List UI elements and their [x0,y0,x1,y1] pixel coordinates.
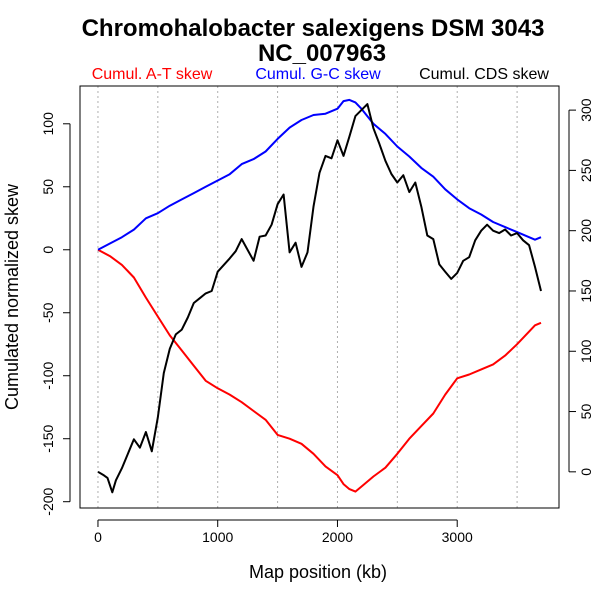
y-tick-label-0: 0 [40,246,56,254]
y-tick-label-50: 50 [40,179,56,195]
y-axis-label: Cumulated normalized skew [2,183,22,410]
chart-subtitle: NC_007963 [258,40,386,67]
chart-title: Chromohalobacter salexigens DSM 3043 [82,15,545,42]
y-axis-right: 0 50 100 150 200 250 300 [568,98,594,476]
y2-tick-label-200: 200 [578,219,594,243]
x-tick-label-2000: 2000 [322,529,353,545]
plot-frame [79,85,560,509]
y2-tick-label-300: 300 [578,98,594,122]
y2-tick-label-50: 50 [578,404,594,420]
legend-cds-skew: Cumul. CDS skew [419,66,549,83]
y-axis-left: -200 -150 -100 -50 0 50 100 [40,112,71,516]
x-axis: 0 1000 2000 3000 [94,519,473,545]
series-line-gc-skew [97,98,542,251]
y-tick-label--100: -100 [40,362,56,390]
legend-at-skew: Cumul. A-T skew [92,66,213,83]
y2-tick-label-0: 0 [578,468,594,476]
y2-tick-label-100: 100 [578,339,594,363]
x-axis-label: Map position (kb) [249,562,387,582]
x-tick-label-3000: 3000 [442,529,473,545]
legend: Cumul. A-T skew Cumul. G-C skew Cumul. C… [92,66,550,83]
x-tick-label-1000: 1000 [202,529,233,545]
vertical-gridlines [97,86,518,508]
y-tick-label--200: -200 [40,487,56,515]
legend-gc-skew: Cumul. G-C skew [255,66,381,83]
series-line-cds-skew [97,103,542,494]
y-tick-label--50: -50 [40,302,56,322]
y-tick-label--150: -150 [40,424,56,452]
series-layer [97,98,542,494]
y2-tick-label-250: 250 [578,159,594,183]
y-tick-label-100: 100 [40,112,56,136]
y2-tick-label-150: 150 [578,279,594,303]
series-line-at-skew [97,248,542,493]
x-tick-label-0: 0 [94,529,102,545]
